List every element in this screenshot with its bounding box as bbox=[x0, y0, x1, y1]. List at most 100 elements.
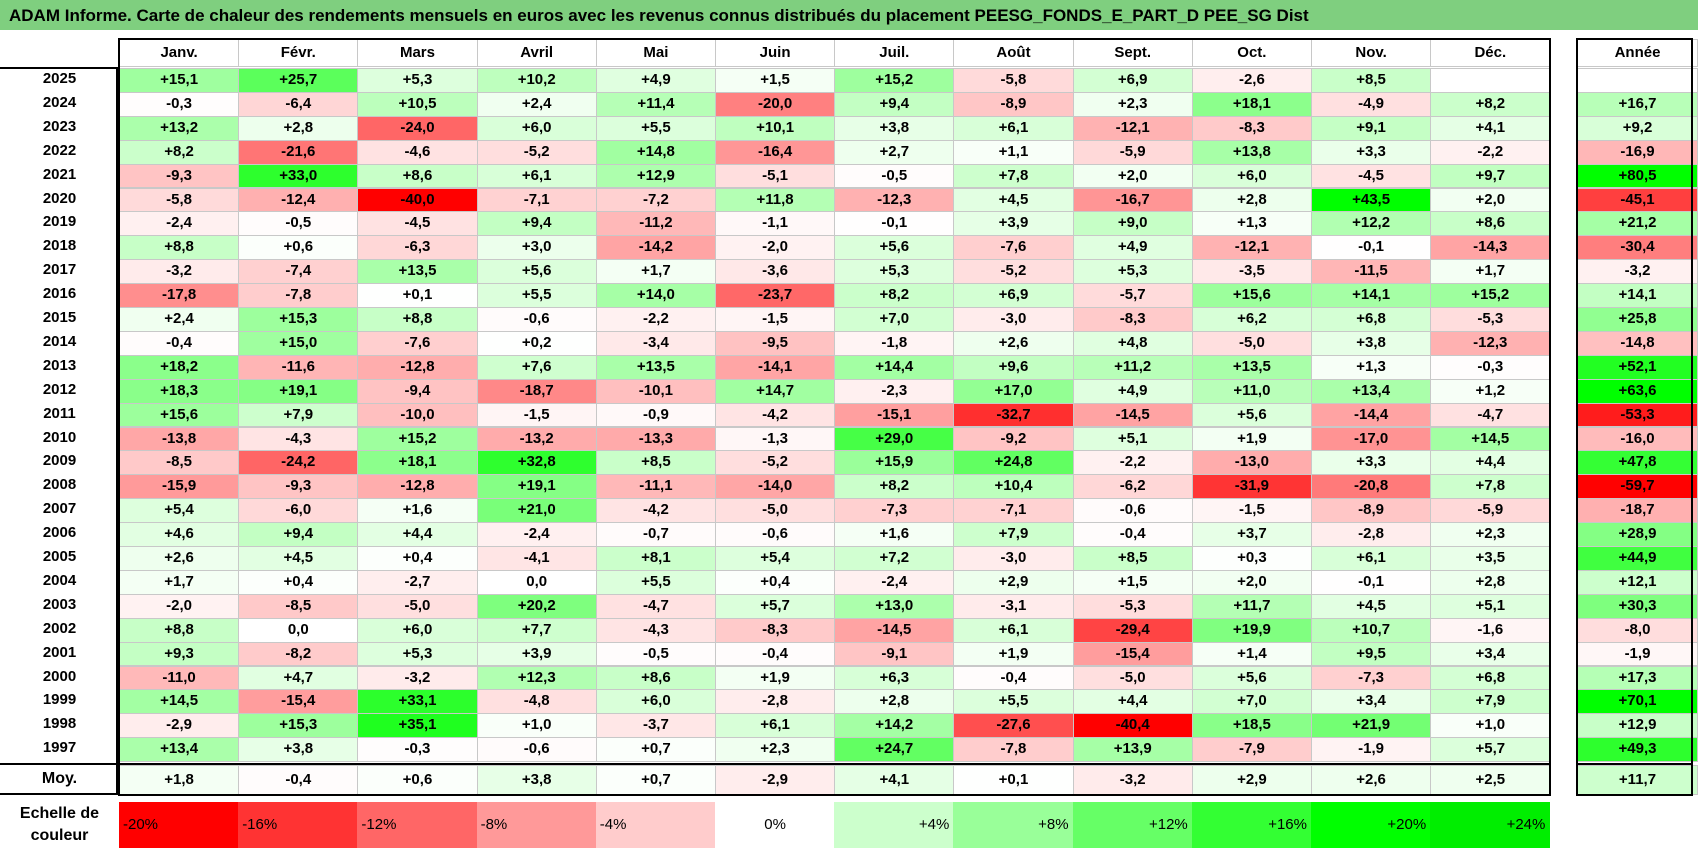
heatmap-cell: -10,0 bbox=[357, 402, 478, 428]
heatmap-cell: -4,3 bbox=[595, 617, 716, 643]
heatmap-cell: +3,7 bbox=[1191, 522, 1312, 547]
scale-label: Echelle de couleur bbox=[19, 805, 100, 844]
heatmap-cell: -23,7 bbox=[715, 283, 836, 308]
heatmap-cell: +3,8 bbox=[238, 737, 359, 763]
heatmap-cell: -4,8 bbox=[476, 689, 597, 715]
annual-cell: -14,8 bbox=[1577, 330, 1698, 356]
year-label: 2021 bbox=[0, 163, 119, 189]
month-header: Déc. bbox=[1430, 39, 1551, 67]
heatmap-cell: +5,6 bbox=[834, 235, 955, 261]
heatmap-cell: +8,6 bbox=[357, 163, 478, 189]
heatmap-cell: -14,4 bbox=[1311, 402, 1432, 428]
heatmap-cell: -31,9 bbox=[1191, 474, 1312, 500]
heatmap-cell: +18,3 bbox=[119, 378, 240, 404]
heatmap-cell: +33,1 bbox=[357, 689, 478, 715]
heatmap-cell: -9,1 bbox=[834, 641, 955, 667]
heatmap-cell: +4,9 bbox=[1072, 235, 1193, 261]
heatmap-cell: +6,0 bbox=[476, 115, 597, 141]
heatmap-cell: +11,2 bbox=[1072, 354, 1193, 380]
heatmap-cell: +7,8 bbox=[1430, 474, 1551, 500]
heatmap-cell: +0,4 bbox=[357, 546, 478, 571]
heatmap-cell: +8,8 bbox=[119, 235, 240, 261]
year-label: 2012 bbox=[0, 378, 119, 404]
year-label: 2009 bbox=[0, 450, 119, 476]
heatmap-cell: +11,8 bbox=[715, 187, 836, 213]
heatmap-cell: +6,9 bbox=[953, 283, 1074, 308]
heatmap-cell: -0,6 bbox=[1072, 498, 1193, 524]
heatmap-cell: -2,6 bbox=[1191, 68, 1312, 93]
year-label: 1999 bbox=[0, 689, 119, 715]
heatmap-cell: -6,0 bbox=[238, 498, 359, 524]
heatmap-cell: -2,7 bbox=[357, 569, 478, 595]
heatmap-cell: -9,2 bbox=[953, 426, 1074, 452]
heatmap-cell: +8,2 bbox=[119, 139, 240, 165]
average-cell: +0,6 bbox=[357, 765, 478, 795]
heatmap-cell: -5,8 bbox=[953, 68, 1074, 93]
heatmap-cell: -5,7 bbox=[1072, 283, 1193, 308]
heatmap-cell: +14,4 bbox=[834, 354, 955, 380]
month-header: Août bbox=[953, 39, 1074, 67]
heatmap-cell: -7,8 bbox=[953, 737, 1074, 763]
heatmap-cell: -40,4 bbox=[1072, 713, 1193, 739]
heatmap-cell: +13,0 bbox=[834, 593, 955, 619]
heatmap-cell: +7,8 bbox=[953, 163, 1074, 189]
heatmap-cell: -3,0 bbox=[953, 307, 1074, 332]
annual-cell: -45,1 bbox=[1577, 187, 1698, 213]
annual-cell: +25,8 bbox=[1577, 307, 1698, 332]
heatmap-cell: +6,8 bbox=[1311, 307, 1432, 332]
heatmap-cell: -8,3 bbox=[1191, 115, 1312, 141]
heatmap-cell: -4,3 bbox=[238, 426, 359, 452]
heatmap-cell: +18,1 bbox=[1191, 91, 1312, 117]
heatmap-cell: -2,9 bbox=[119, 713, 240, 739]
heatmap-cell: +7,7 bbox=[476, 617, 597, 643]
year-label: 2017 bbox=[0, 259, 119, 285]
annual-cell: +21,2 bbox=[1577, 211, 1698, 237]
heatmap-cell: -5,2 bbox=[476, 139, 597, 165]
heatmap-cell: +21,9 bbox=[1311, 713, 1432, 739]
heatmap-cell: +32,8 bbox=[476, 450, 597, 476]
heatmap-cell: -8,2 bbox=[238, 641, 359, 667]
heatmap-cell: +6,1 bbox=[1311, 546, 1432, 571]
heatmap-cell: -6,2 bbox=[1072, 474, 1193, 500]
heatmap-cell: +10,5 bbox=[357, 91, 478, 117]
heatmap-cell: -2,4 bbox=[834, 569, 955, 595]
year-label: 2013 bbox=[0, 354, 119, 380]
heatmap-cell: -1,8 bbox=[834, 330, 955, 356]
heatmap-cell: +2,8 bbox=[1191, 187, 1312, 213]
heatmap-cell: -12,1 bbox=[1072, 115, 1193, 141]
heatmap-cell: -15,4 bbox=[238, 689, 359, 715]
heatmap-cell: +3,4 bbox=[1430, 641, 1551, 667]
annual-cell: +16,7 bbox=[1577, 91, 1698, 117]
heatmap-cell: +2,3 bbox=[1430, 522, 1551, 547]
month-header: Janv. bbox=[119, 39, 240, 67]
heatmap-cell: -14,5 bbox=[1072, 402, 1193, 428]
heatmap-cell: -1,3 bbox=[715, 426, 836, 452]
annual-cell bbox=[1577, 68, 1698, 93]
heatmap-cell: +5,1 bbox=[1430, 593, 1551, 619]
heatmap-cell: +5,7 bbox=[715, 593, 836, 619]
heatmap-cell: +2,6 bbox=[953, 330, 1074, 356]
heatmap-cell: +8,5 bbox=[1072, 546, 1193, 571]
heatmap-cell: +1,9 bbox=[1191, 426, 1312, 452]
annual-cell: +80,5 bbox=[1577, 163, 1698, 189]
heatmap-cell: -13,8 bbox=[119, 426, 240, 452]
heatmap-cell: -4,6 bbox=[357, 139, 478, 165]
heatmap-cell: +4,4 bbox=[1430, 450, 1551, 476]
heatmap-cell: +6,1 bbox=[476, 163, 597, 189]
heatmap-cell: +7,9 bbox=[953, 522, 1074, 547]
average-cell: +2,9 bbox=[1191, 765, 1312, 795]
annual-cell: +28,9 bbox=[1577, 522, 1698, 547]
heatmap-cell: +13,4 bbox=[1311, 378, 1432, 404]
scale-swatch: -4% bbox=[595, 802, 716, 848]
heatmap-cell: -14,5 bbox=[834, 617, 955, 643]
heatmap-cell: +1,2 bbox=[1430, 378, 1551, 404]
heatmap-cell: +9,7 bbox=[1430, 163, 1551, 189]
heatmap-cell: -15,1 bbox=[834, 402, 955, 428]
month-header: Oct. bbox=[1191, 39, 1312, 67]
heatmap-cell: +14,7 bbox=[715, 378, 836, 404]
annual-cell: +70,1 bbox=[1577, 689, 1698, 715]
heatmap-cell: +11,0 bbox=[1191, 378, 1312, 404]
heatmap-cell: -5,8 bbox=[119, 187, 240, 213]
heatmap-cell: -32,7 bbox=[953, 402, 1074, 428]
heatmap-cell: +12,9 bbox=[595, 163, 716, 189]
